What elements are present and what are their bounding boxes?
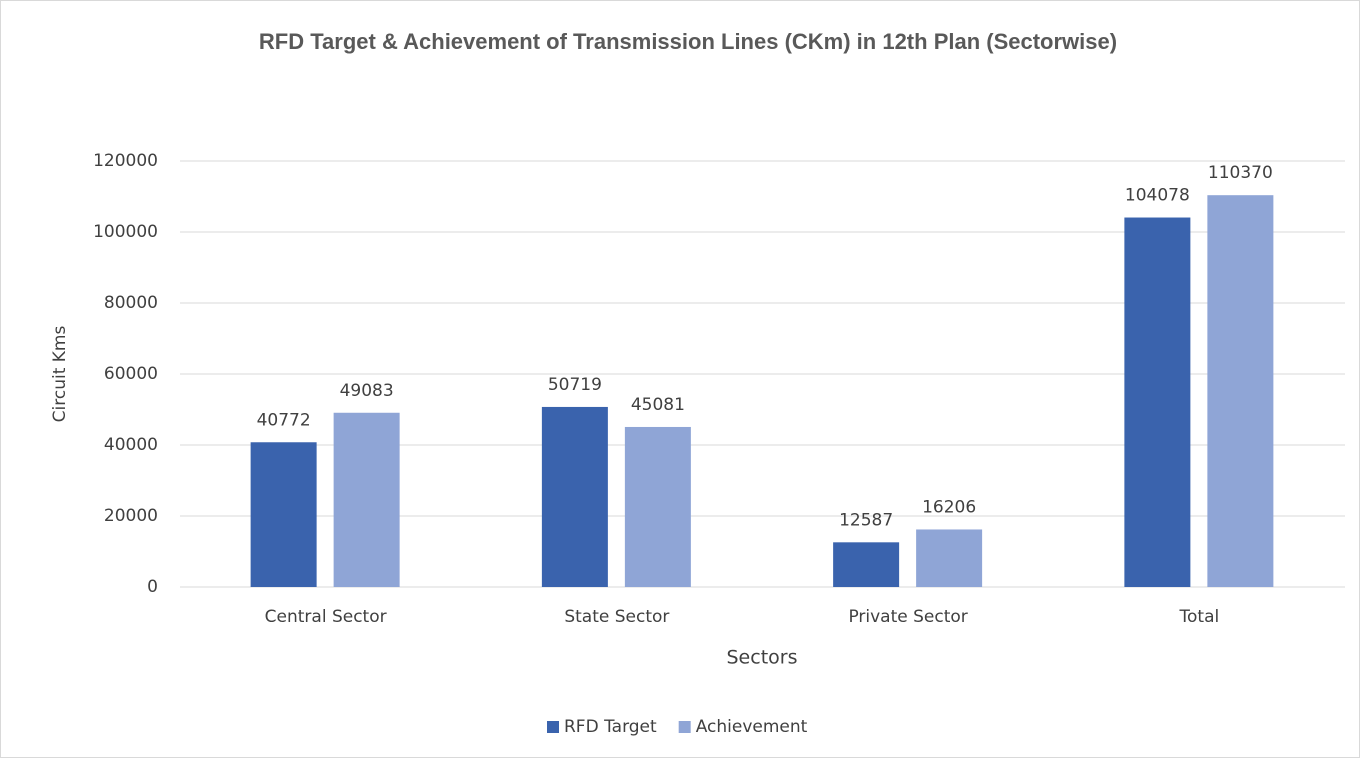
legend-label: RFD Target: [564, 717, 657, 737]
y-tick-label: 0: [147, 577, 158, 597]
bar: [916, 529, 983, 587]
data-label: 12587: [839, 510, 893, 530]
data-label: 49083: [340, 381, 394, 401]
data-label: 16206: [922, 497, 976, 517]
bar: [541, 406, 608, 587]
data-label: 110370: [1208, 163, 1273, 183]
y-tick-label: 100000: [93, 222, 158, 242]
x-tick-label: State Sector: [564, 607, 669, 627]
data-label: 50719: [548, 375, 602, 395]
bar: [833, 542, 900, 587]
bar: [624, 426, 691, 587]
chart-title: RFD Target & Achievement of Transmission…: [258, 29, 1118, 54]
x-tick-label: Private Sector: [848, 607, 967, 627]
y-tick-label: 60000: [104, 364, 158, 384]
y-tick-label: 80000: [104, 293, 158, 313]
y-tick-label: 40000: [104, 435, 158, 455]
bar: [1207, 195, 1274, 587]
x-axis-label: Sectors: [727, 647, 798, 669]
x-tick-label: Total: [1179, 607, 1220, 627]
bar: [333, 412, 400, 587]
legend-label: Achievement: [696, 717, 808, 737]
legend-swatch: [678, 721, 691, 733]
y-tick-label: 120000: [93, 151, 158, 171]
data-label: 40772: [257, 410, 311, 430]
x-tick-label: Central Sector: [265, 607, 387, 627]
data-label: 45081: [631, 395, 685, 415]
bar: [1124, 217, 1191, 587]
data-label: 104078: [1125, 186, 1190, 206]
y-axis-label: Circuit Kms: [50, 326, 70, 423]
bar: [250, 442, 317, 587]
legend-swatch: [547, 721, 559, 733]
y-tick-label: 20000: [104, 506, 158, 526]
